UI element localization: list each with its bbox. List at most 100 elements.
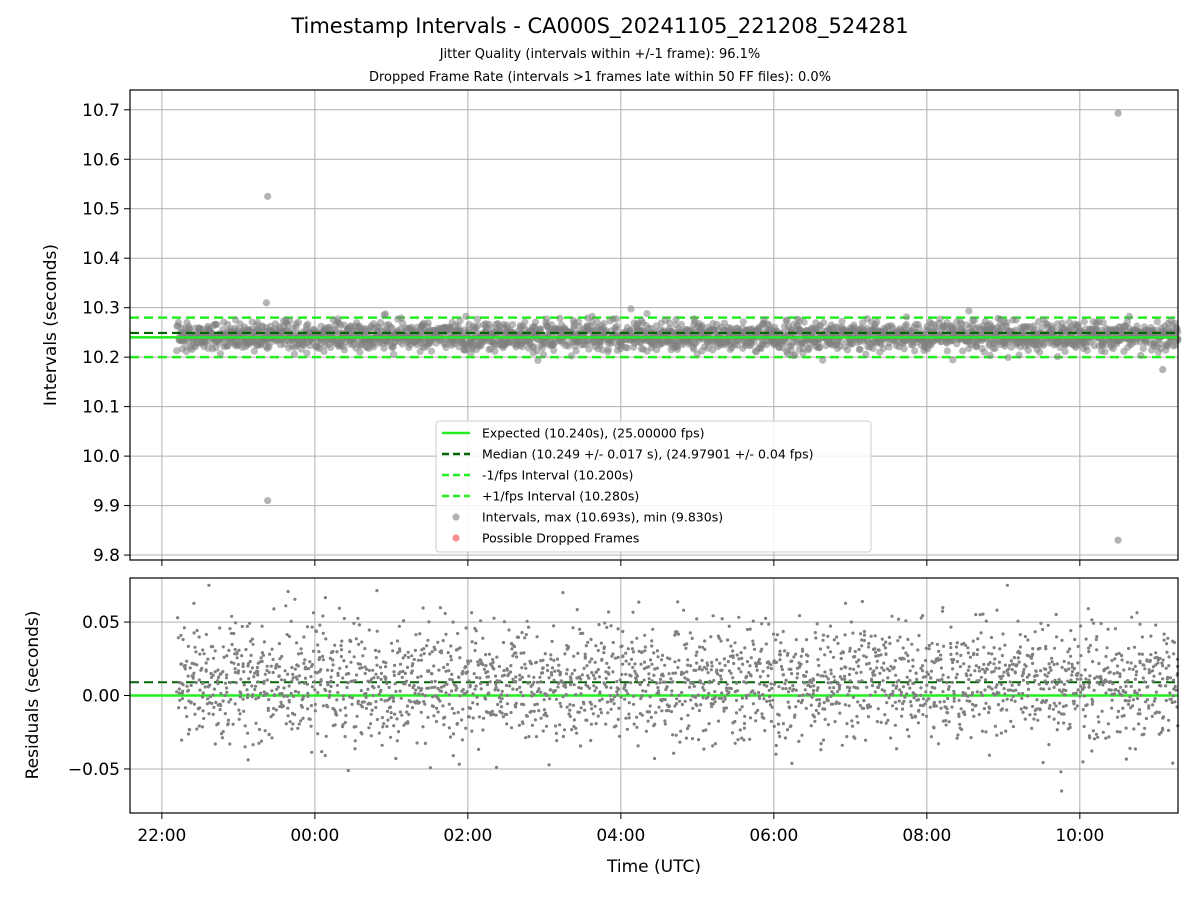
residual-point: [588, 660, 592, 664]
residual-point: [970, 702, 975, 706]
residual-point: [749, 674, 753, 678]
residual-point: [708, 679, 712, 683]
residual-point: [1050, 680, 1054, 684]
residual-point: [657, 691, 661, 696]
residual-point: [414, 688, 418, 692]
residual-point: [649, 715, 653, 720]
residual-point: [477, 715, 481, 719]
residual-point: [225, 686, 229, 690]
residual-point: [970, 693, 974, 697]
residual-point: [913, 714, 917, 718]
residual-point: [520, 666, 524, 670]
residual-point: [286, 714, 290, 718]
residual-point: [589, 702, 594, 706]
residual-point: [680, 702, 685, 707]
residual-point: [641, 689, 645, 693]
residual-point: [484, 664, 488, 668]
residual-point: [253, 687, 257, 692]
residual-point: [811, 689, 816, 693]
residual-point: [715, 668, 719, 672]
residual-point: [328, 689, 332, 694]
residual-point: [303, 658, 307, 662]
residual-point: [999, 682, 1003, 687]
residual-point: [212, 687, 217, 691]
residual-point: [716, 672, 720, 676]
interval-point: [1061, 347, 1069, 355]
legend-box: [435, 420, 872, 553]
residual-point: [941, 719, 946, 723]
residual-point: [942, 644, 946, 648]
residual-point: [738, 708, 742, 712]
residual-point: [195, 727, 199, 731]
residual-point: [807, 693, 812, 697]
residual-point: [535, 635, 539, 639]
residual-point: [310, 625, 314, 629]
residual-point: [541, 729, 545, 733]
residual-point: [593, 689, 597, 693]
residual-point: [412, 657, 416, 662]
residual-point: [1135, 670, 1139, 674]
residual-point: [988, 661, 992, 665]
interval-point: [462, 312, 470, 320]
residual-point: [334, 710, 338, 714]
residual-point: [1022, 667, 1026, 672]
residual-point: [851, 631, 855, 635]
residual-point: [958, 722, 962, 726]
residual-point: [508, 670, 513, 674]
residual-point: [682, 671, 686, 675]
interval-point: [986, 351, 994, 360]
residual-point: [950, 705, 954, 709]
residual-point: [1060, 690, 1064, 694]
residual-point: [185, 684, 189, 688]
residual-point: [581, 631, 585, 636]
residual-point: [371, 694, 375, 698]
residual-point: [496, 688, 500, 692]
residual-point: [939, 653, 943, 657]
intervals-y-tick-label: 10.4: [82, 249, 120, 269]
residual-point: [957, 712, 961, 716]
residual-point: [1066, 650, 1070, 654]
residual-point: [367, 628, 371, 632]
residual-point: [1021, 678, 1025, 682]
residual-point: [393, 663, 397, 668]
residual-point: [810, 695, 814, 699]
residual-point: [306, 707, 310, 711]
residual-point: [1129, 661, 1133, 665]
residual-point: [271, 713, 275, 717]
interval-point: [799, 349, 807, 357]
residual-point: [620, 672, 624, 677]
residual-point: [221, 645, 225, 649]
residual-point: [587, 686, 592, 690]
residual-point: [1120, 693, 1124, 698]
residual-point: [1087, 646, 1091, 650]
residual-point: [602, 651, 606, 655]
residual-point: [270, 647, 274, 651]
residual-point: [283, 678, 287, 682]
residual-point: [818, 647, 823, 651]
residual-point: [180, 691, 184, 695]
residual-point: [617, 706, 621, 710]
residual-point: [461, 688, 465, 692]
residual-point: [330, 668, 334, 673]
residual-point: [335, 698, 339, 702]
residual-point: [1082, 724, 1086, 729]
residual-point: [537, 709, 541, 713]
residual-point: [527, 735, 531, 739]
residual-point: [962, 662, 966, 666]
residual-point: [1005, 697, 1009, 701]
residual-point: [1113, 657, 1117, 661]
residual-point: [633, 662, 637, 666]
residual-point: [1048, 704, 1052, 708]
residual-point: [484, 653, 488, 657]
residual-point: [501, 715, 505, 719]
residual-point: [711, 702, 715, 706]
residual-point: [916, 721, 921, 725]
residual-point: [710, 660, 714, 665]
residual-point: [449, 658, 453, 662]
residual-point: [533, 703, 537, 707]
residual-point: [952, 699, 956, 703]
residual-point: [343, 734, 347, 739]
residual-point: [499, 700, 503, 704]
residual-point: [966, 646, 970, 650]
